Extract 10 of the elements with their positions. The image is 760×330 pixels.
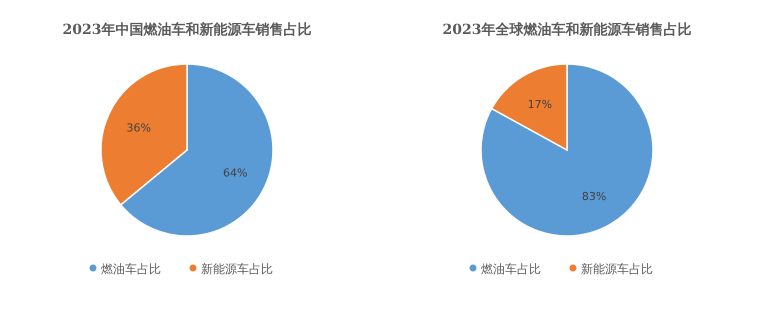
chart-title: 2023年中国燃油车和新能源车销售占比: [62, 21, 312, 38]
chart-title: 2023年全球燃油车和新能源车销售占比: [442, 21, 692, 38]
data-label: 64%: [223, 166, 248, 180]
data-label: 17%: [528, 98, 552, 112]
legend-label: 燃油车占比: [101, 262, 161, 276]
legend-label: 新能源车占比: [201, 262, 273, 276]
legend-label: 燃油车占比: [481, 262, 541, 276]
data-label: 36%: [126, 121, 151, 134]
data-label: 83%: [582, 190, 606, 203]
legend-label: 新能源车占比: [581, 262, 653, 276]
